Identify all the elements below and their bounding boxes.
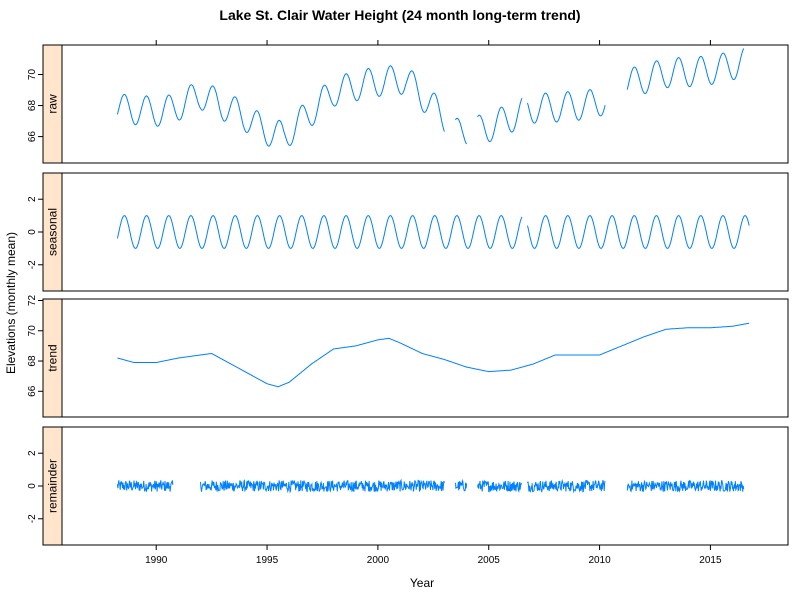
series-line-remainder: [200, 478, 445, 494]
y-tick-label: 70: [27, 325, 38, 337]
series-line-remainder: [455, 478, 468, 492]
panel-seasonal: seasonal -2 0 2: [27, 172, 789, 292]
series-line-raw: [527, 89, 606, 124]
y-tick-label: 66: [27, 131, 38, 143]
panel-frame-remainder: [61, 426, 789, 546]
y-tick-label: 66: [27, 385, 38, 397]
y-tick-label: 68: [27, 355, 38, 367]
y-tick-label: -2: [27, 514, 38, 523]
y-tick-label: 2: [27, 450, 38, 456]
y-tick-label: 2: [27, 196, 38, 202]
panels-layer: raw 66 68 70 seasonal -2 0 2 trend 66 68 70 72 remain…: [27, 44, 789, 546]
panel-raw: raw 66 68 70: [27, 44, 789, 164]
x-axis: 1990 1995 2000 2005 2010 2015: [145, 40, 722, 566]
strip-label-seasonal: seasonal: [46, 208, 60, 256]
x-tick-label: 2000: [367, 555, 390, 566]
x-tick-label: 2010: [588, 555, 611, 566]
strip-label-trend: trend: [46, 344, 60, 371]
chart-title: Lake St. Clair Water Height (24 month lo…: [219, 7, 580, 23]
panel-trend: trend 66 68 70 72: [27, 295, 789, 418]
series-line-raw: [455, 117, 468, 145]
strip-label-remainder: remainder: [46, 459, 60, 513]
panel-frame-trend: [61, 298, 789, 418]
panel-frame-seasonal: [61, 172, 789, 292]
x-tick-label: 2015: [699, 555, 722, 566]
series-line-seasonal: [443, 215, 523, 249]
series-line-remainder: [477, 479, 523, 493]
x-axis-label: Year: [410, 576, 434, 590]
strip-label-raw: raw: [46, 94, 60, 114]
y-tick-label: 0: [27, 229, 38, 235]
series-line-raw: [477, 97, 523, 142]
series-line-seasonal: [116, 215, 445, 249]
series-line-seasonal: [527, 215, 750, 249]
y-axis-label: Elevations (monthly mean): [4, 232, 18, 374]
panel-remainder: remainder -2 0 2: [27, 426, 789, 546]
x-tick-label: 1995: [256, 555, 279, 566]
series-line-raw: [626, 48, 745, 94]
series-line-trend: [117, 322, 750, 388]
series-line-remainder: [116, 480, 174, 492]
panel-frame-raw: [61, 44, 789, 164]
x-tick-label: 2005: [478, 555, 501, 566]
x-tick-label: 1990: [145, 555, 168, 566]
series-line-remainder: [527, 478, 606, 494]
y-tick-label: 70: [27, 69, 38, 81]
series-line-raw: [116, 65, 445, 147]
y-tick-label: 0: [27, 483, 38, 489]
series-line-remainder: [626, 479, 745, 493]
y-tick-label: 72: [27, 295, 38, 307]
y-tick-label: -2: [27, 260, 38, 269]
y-tick-label: 68: [27, 100, 38, 112]
